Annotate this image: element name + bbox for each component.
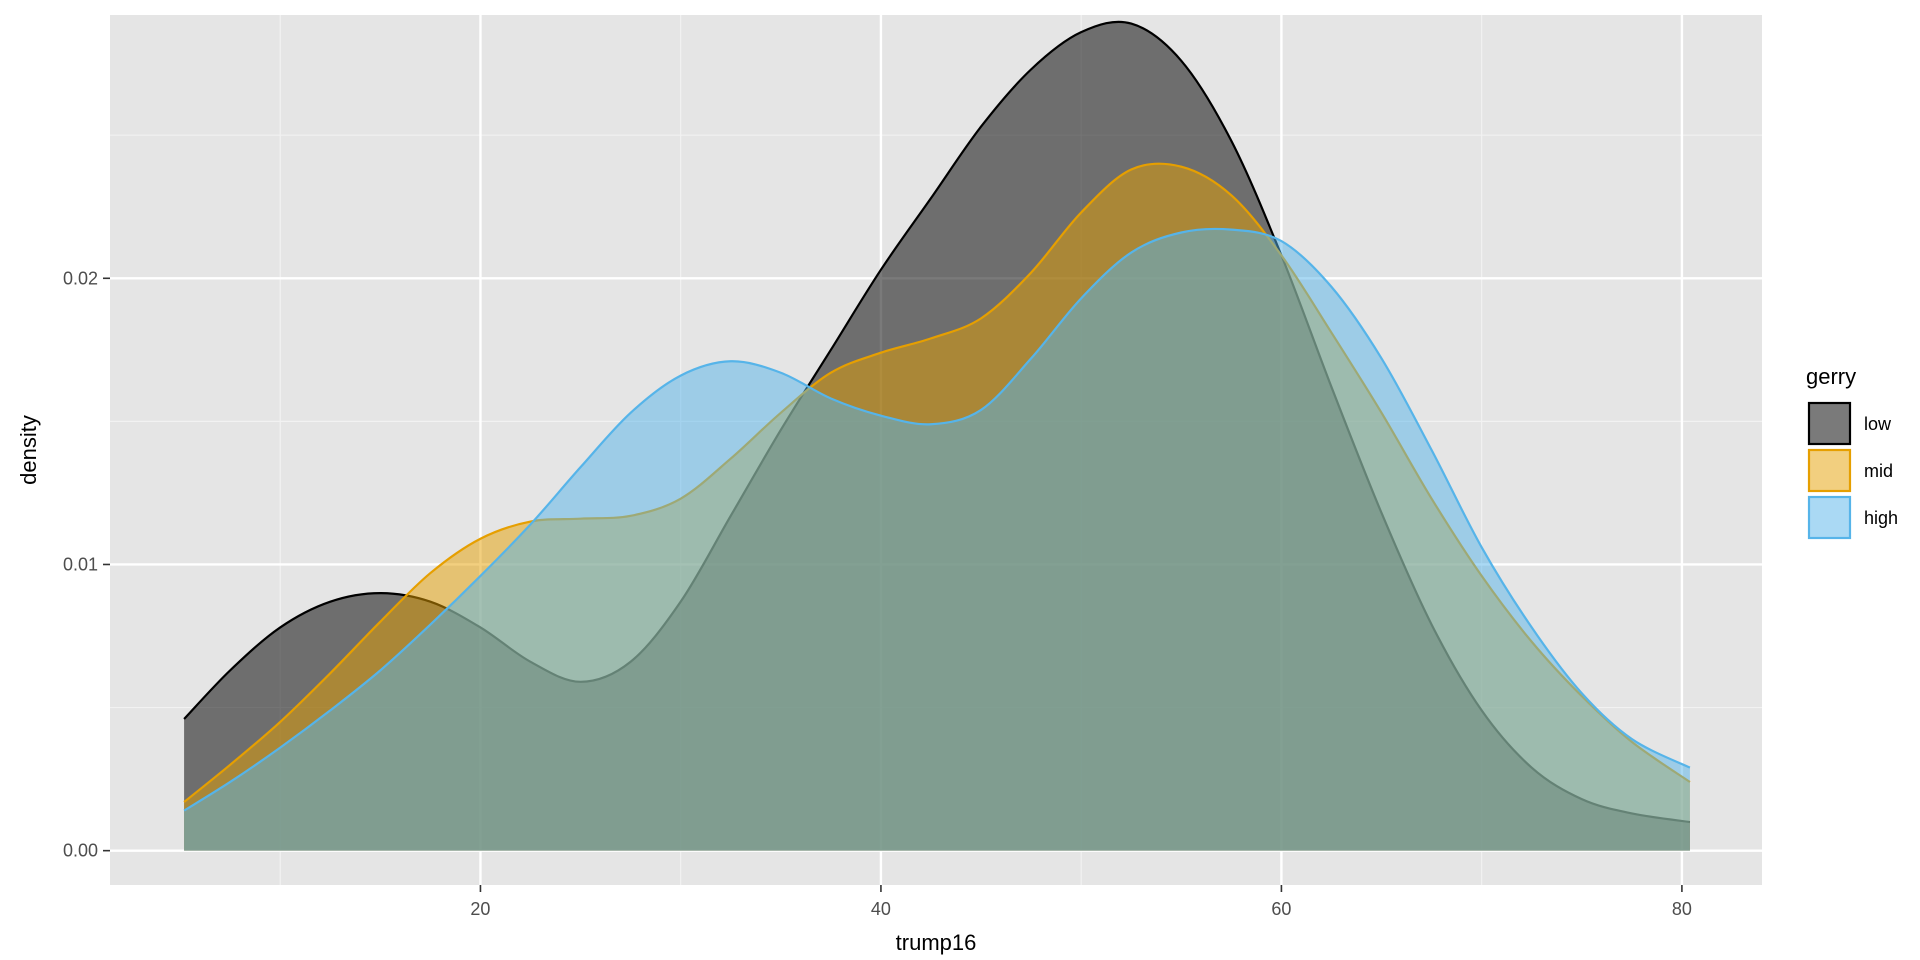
y-tick-label: 0.00: [63, 841, 98, 861]
legend: gerry low mid high: [1806, 364, 1898, 540]
x-tick-label: 20: [470, 899, 490, 919]
density-areas: [183, 20, 1691, 851]
legend-key-high: [1807, 495, 1852, 540]
y-axis: 0.00 0.01 0.02: [63, 268, 110, 861]
legend-label-mid: mid: [1864, 461, 1893, 481]
x-tick-label: 40: [871, 899, 891, 919]
x-tick-label: 60: [1271, 899, 1291, 919]
x-tick-label: 80: [1672, 899, 1692, 919]
legend-label-low: low: [1864, 414, 1892, 434]
density-area-high: [184, 228, 1690, 851]
legend-title: gerry: [1806, 364, 1856, 389]
y-tick-label: 0.02: [63, 268, 98, 288]
density-line-high: [183, 227, 1691, 812]
legend-key-low: [1807, 401, 1852, 446]
y-tick-label: 0.01: [63, 554, 98, 574]
y-axis-title: density: [16, 415, 41, 485]
legend-key-mid: [1807, 448, 1852, 493]
legend-label-high: high: [1864, 508, 1898, 528]
x-axis: 20 40 60 80: [470, 885, 1692, 919]
x-axis-title: trump16: [896, 930, 977, 955]
